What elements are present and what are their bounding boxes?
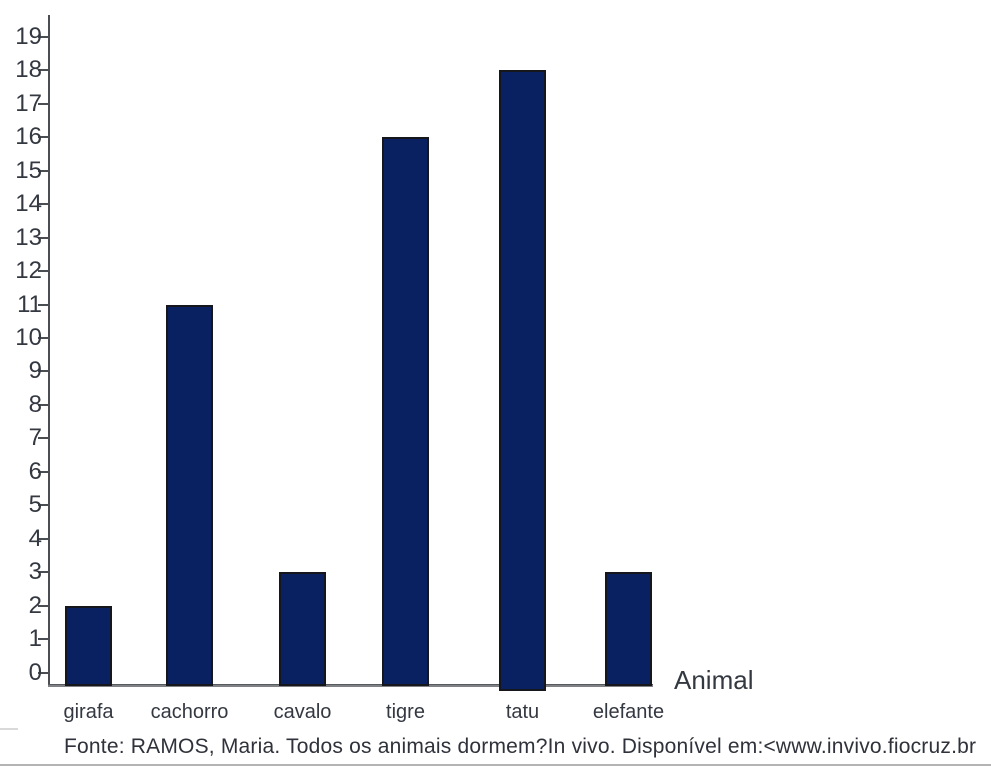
y-tick bbox=[38, 470, 50, 473]
bar-cavalo bbox=[279, 572, 326, 686]
x-label-tatu: tatu bbox=[505, 701, 540, 723]
y-tick bbox=[38, 203, 50, 206]
y-tick-label: 14 bbox=[15, 190, 42, 218]
y-tick-label: 19 bbox=[15, 22, 42, 50]
y-tick-label: 4 bbox=[28, 524, 42, 552]
x-label-girafa: girafa bbox=[63, 701, 114, 723]
y-tick-label: 10 bbox=[15, 324, 42, 351]
bottom-divider bbox=[0, 764, 991, 766]
y-tick bbox=[38, 638, 50, 641]
x-axis-title: Animal bbox=[674, 665, 754, 695]
x-label-cachorro: cachorro bbox=[150, 701, 229, 723]
y-tick-label: 2 bbox=[28, 591, 42, 619]
y-tick bbox=[38, 236, 50, 239]
y-tick bbox=[38, 504, 50, 507]
y-tick-label: 13 bbox=[15, 223, 42, 251]
y-tick bbox=[38, 303, 50, 306]
y-tick bbox=[38, 35, 50, 38]
y-tick-label: 15 bbox=[15, 156, 42, 184]
y-tick-label: 1 bbox=[28, 625, 42, 653]
scan-artifact-line bbox=[0, 728, 18, 730]
y-tick bbox=[38, 270, 50, 273]
y-tick-label: 9 bbox=[28, 357, 42, 385]
y-tick-label: 3 bbox=[28, 558, 42, 586]
y-tick-label: 11 bbox=[17, 290, 42, 318]
y-tick bbox=[38, 136, 50, 139]
y-tick-label: 6 bbox=[28, 457, 42, 485]
x-label-cavalo: cavalo bbox=[273, 701, 332, 723]
bar-tigre bbox=[382, 137, 429, 686]
bar-cachorro bbox=[166, 304, 213, 686]
y-tick-label: 17 bbox=[15, 89, 42, 117]
y-tick-label: 8 bbox=[28, 390, 42, 418]
x-axis-line bbox=[48, 684, 653, 687]
bar-elefante bbox=[605, 572, 652, 686]
y-tick bbox=[38, 571, 50, 574]
y-tick-label: 12 bbox=[15, 257, 42, 285]
y-tick bbox=[38, 437, 50, 440]
y-tick-label: 7 bbox=[28, 424, 42, 452]
y-tick bbox=[38, 337, 50, 339]
y-tick bbox=[38, 102, 50, 105]
x-label-tigre: tigre bbox=[386, 701, 425, 723]
bar-tatu bbox=[499, 70, 546, 691]
bar-girafa bbox=[65, 605, 112, 686]
y-tick bbox=[38, 69, 50, 72]
source-citation: Fonte: RAMOS, Maria. Todos os animais do… bbox=[64, 735, 977, 758]
x-label-elefante: elefante bbox=[592, 701, 665, 723]
y-tick-label: 5 bbox=[28, 491, 42, 519]
y-axis-line bbox=[48, 15, 50, 687]
y-tick bbox=[38, 403, 50, 406]
y-tick bbox=[38, 370, 50, 373]
y-tick bbox=[38, 604, 50, 607]
y-tick bbox=[38, 537, 50, 540]
y-tick-label: 16 bbox=[15, 123, 42, 151]
y-tick bbox=[38, 671, 50, 674]
y-tick-label: 18 bbox=[15, 56, 42, 84]
y-tick bbox=[38, 169, 50, 172]
y-tick-label: 0 bbox=[28, 658, 42, 686]
